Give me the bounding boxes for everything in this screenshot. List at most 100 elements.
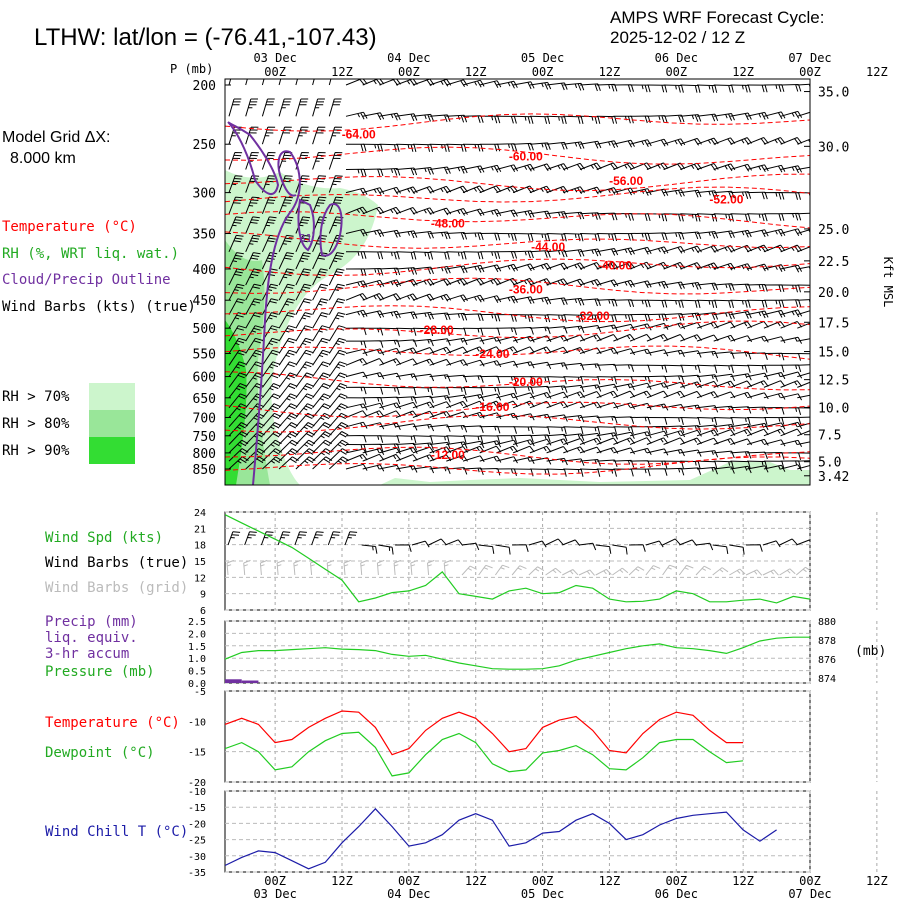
wind-barb bbox=[228, 325, 246, 342]
wind-barb bbox=[529, 210, 552, 219]
wind-barb bbox=[629, 348, 652, 356]
wind-barb bbox=[596, 376, 617, 385]
wind-barb bbox=[245, 372, 264, 388]
wind-barb bbox=[496, 263, 519, 272]
wind-barb bbox=[345, 206, 368, 215]
wind-barb bbox=[797, 284, 810, 286]
wind-barb bbox=[412, 446, 435, 454]
wind-barb bbox=[312, 298, 329, 315]
wind-barb bbox=[462, 185, 485, 194]
wind-barb bbox=[261, 175, 276, 193]
wind-barb bbox=[412, 435, 434, 444]
wind-barb bbox=[312, 196, 327, 214]
wind-barb bbox=[747, 417, 768, 426]
wind-barb bbox=[780, 309, 803, 318]
wind-barb bbox=[529, 142, 551, 151]
wind-barb bbox=[295, 403, 315, 418]
wind-barb bbox=[362, 143, 384, 152]
wind-barb bbox=[713, 466, 735, 474]
bottom-day-label: 03 Dec bbox=[253, 887, 296, 900]
legend-rh90: RH > 90% bbox=[2, 443, 70, 459]
wind-barb bbox=[613, 348, 636, 356]
wind-barb bbox=[780, 299, 802, 308]
wind-barb bbox=[763, 284, 785, 293]
wind-barb bbox=[262, 412, 282, 428]
wind-barb bbox=[479, 435, 501, 444]
wind-barb-true bbox=[629, 544, 646, 552]
wind-barb bbox=[295, 337, 313, 354]
top-day-label: 07 Dec bbox=[788, 51, 831, 65]
wind-barb bbox=[646, 138, 669, 147]
wind-barb bbox=[730, 438, 753, 446]
top-hour-label: 12Z bbox=[732, 65, 754, 79]
pressure-tick-label: 500 bbox=[193, 322, 216, 337]
wind-barb bbox=[512, 263, 535, 272]
wind-barb bbox=[479, 327, 501, 336]
wind-barb bbox=[412, 113, 434, 122]
wind-barb bbox=[328, 393, 348, 409]
wind-barb bbox=[747, 84, 768, 93]
wind-barb bbox=[696, 299, 718, 309]
wind-barb bbox=[345, 421, 368, 429]
wind-barb bbox=[295, 152, 309, 170]
pressure-tick-label: 200 bbox=[193, 79, 216, 94]
wind-barb bbox=[746, 164, 769, 173]
temperature-contour bbox=[225, 186, 810, 203]
temperature-panel: -5 -10 -15 -20 Temperature (°C) Dewpoint (°… bbox=[45, 687, 878, 789]
wind-barb bbox=[596, 248, 619, 256]
cycle-title-line1: AMPS WRF Forecast Cycle: bbox=[610, 8, 824, 27]
wind-barb bbox=[797, 138, 810, 145]
wind-barb bbox=[328, 422, 349, 437]
wind-barb bbox=[479, 360, 502, 368]
wind-barb-grid bbox=[695, 565, 711, 576]
temperature-contour bbox=[225, 113, 810, 132]
wind-barb bbox=[630, 84, 651, 93]
wind-barb bbox=[746, 392, 769, 400]
wind-barb bbox=[228, 372, 247, 388]
wind-barb bbox=[797, 83, 810, 89]
wind-barb bbox=[630, 426, 651, 434]
wind-barb bbox=[663, 232, 685, 240]
wind-barb bbox=[646, 430, 669, 438]
temperature-contour bbox=[225, 401, 810, 418]
wind-barbs-main bbox=[228, 79, 810, 477]
wind-barb bbox=[245, 431, 265, 445]
wind-barb bbox=[596, 426, 617, 435]
wind-barb bbox=[546, 362, 568, 370]
model-grid-title: Model Grid ΔX: bbox=[2, 129, 111, 146]
wind-barb bbox=[663, 430, 686, 438]
wind-barb bbox=[696, 231, 719, 239]
wind-barb bbox=[797, 111, 810, 117]
wind-barb bbox=[630, 232, 651, 241]
legend-temperature: Temperature (°C) bbox=[2, 219, 137, 235]
wind-barb bbox=[596, 187, 619, 195]
wind-barbs-grid bbox=[226, 559, 810, 576]
wind-barb-grid bbox=[276, 559, 285, 576]
wind-barb bbox=[278, 196, 293, 214]
wind-barb-true bbox=[662, 538, 681, 546]
cloud-outline-3 bbox=[297, 198, 315, 252]
pressure-axis-title: P (mb) bbox=[170, 62, 213, 76]
wind-barb bbox=[245, 312, 262, 329]
height-tick-label: 20.0 bbox=[818, 286, 849, 301]
wind-barb-true bbox=[645, 540, 664, 548]
wind-barb bbox=[563, 433, 585, 441]
y-tick-label: 6 bbox=[200, 606, 206, 617]
wind-barb bbox=[579, 468, 601, 477]
wind-barb bbox=[312, 361, 330, 377]
wind-barb bbox=[295, 234, 311, 253]
wind-barb bbox=[496, 143, 518, 151]
wind-barb bbox=[395, 447, 418, 454]
wind-barb bbox=[563, 115, 584, 125]
y-tick-label: 2.5 bbox=[188, 617, 206, 628]
wind-barb bbox=[462, 440, 485, 449]
wind-barb bbox=[362, 79, 385, 86]
wind-barb bbox=[362, 435, 384, 443]
wind-barb-grid bbox=[795, 566, 810, 576]
wind-barb bbox=[312, 393, 331, 409]
wind-barb bbox=[513, 250, 534, 259]
wind-barb bbox=[563, 262, 585, 270]
wind-barb bbox=[696, 84, 718, 93]
wind-barb bbox=[396, 423, 418, 431]
wind-barb bbox=[713, 163, 736, 172]
